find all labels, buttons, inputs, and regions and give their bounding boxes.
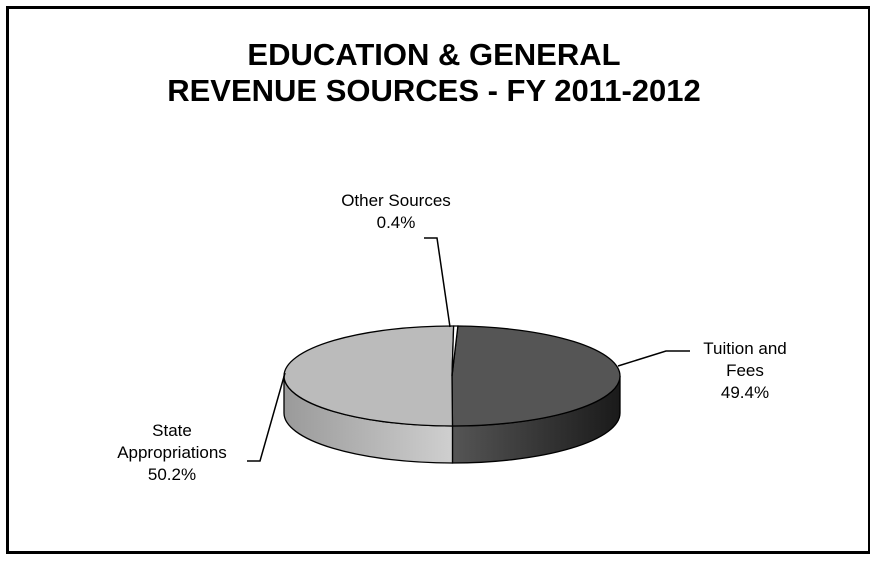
slice-value-state-appropriations: 50.2% [148,465,196,484]
slice-label-other-sources: Other Sources [341,191,451,210]
slice-label-tuition-and-fees: Tuition and [703,339,786,358]
leader-line-other-sources [424,237,451,328]
leader-line-state-appropriations [247,372,286,462]
slice-value-tuition-and-fees: 49.4% [721,383,769,402]
leader-line-tuition-and-fees [617,350,690,367]
chart-title: EDUCATION & GENERAL REVENUE SOURCES - FY… [9,37,859,109]
slice-label-state-appropriations: Appropriations [117,443,227,462]
pie-chart: Tuition and Fees 49.4% State Appropriations 5… [117,191,787,484]
chart-title-line-2: REVENUE SOURCES - FY 2011-2012 [167,73,701,108]
pie-slice-other-sources [451,325,459,377]
label-layer: Tuition and Fees 49.4% State Appropriations 5… [117,191,787,484]
pie-slice-tuition-and-fees [451,325,621,427]
chart-title-line-1: EDUCATION & GENERAL [247,37,621,72]
slice-value-other-sources: 0.4% [377,213,416,232]
slice-label-tuition-and-fees: Fees [726,361,764,380]
slice-label-state-appropriations: State [152,421,192,440]
chart-frame: EDUCATION & GENERAL REVENUE SOURCES - FY… [6,6,870,554]
pie-layer [283,325,621,464]
